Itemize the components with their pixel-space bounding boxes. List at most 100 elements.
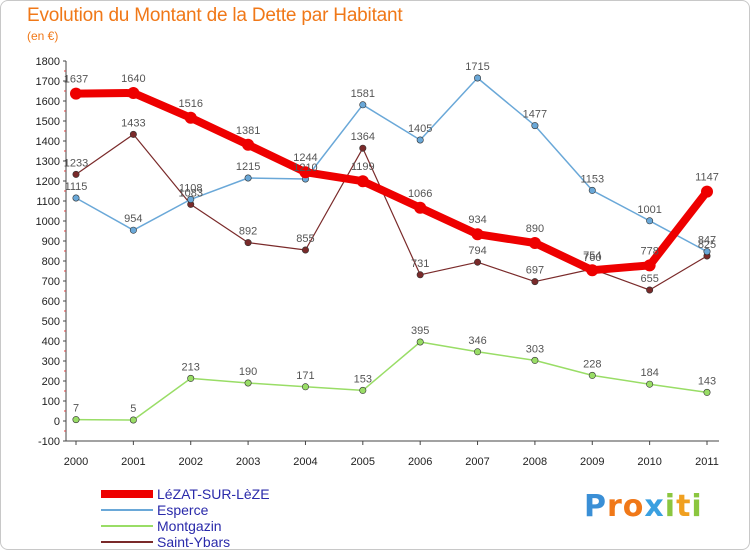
legend-item: Esperce xyxy=(101,502,270,518)
x-tick-label: 2007 xyxy=(465,456,489,468)
data-label: 847 xyxy=(698,235,716,247)
data-label: 153 xyxy=(354,373,372,385)
data-point xyxy=(242,138,255,151)
data-label: 855 xyxy=(296,233,314,245)
proxiti-logo: Proxiti xyxy=(584,489,703,524)
data-label: 143 xyxy=(698,375,716,387)
legend-label: Esperce xyxy=(157,502,209,518)
chart-subtitle: (en €) xyxy=(27,29,59,43)
data-label: 890 xyxy=(526,223,544,235)
data-label: 934 xyxy=(468,214,486,226)
data-label: 1147 xyxy=(695,172,719,184)
data-label: 1066 xyxy=(408,188,432,200)
data-point xyxy=(359,101,367,109)
series-line-0 xyxy=(72,89,711,275)
x-tick-label: 2008 xyxy=(523,456,547,468)
logo-letter: i xyxy=(691,489,703,524)
x-tick-label: 2004 xyxy=(293,456,317,468)
data-label: 184 xyxy=(640,367,658,379)
data-point xyxy=(531,278,539,286)
data-label: 7 xyxy=(73,403,79,415)
data-point xyxy=(299,166,312,179)
y-tick-label: 1100 xyxy=(36,196,60,208)
data-point xyxy=(416,338,424,346)
data-point xyxy=(301,383,309,391)
logo-letter: t xyxy=(676,489,692,524)
data-label: 1083 xyxy=(178,187,202,199)
data-point xyxy=(244,239,252,247)
data-point xyxy=(474,74,482,82)
y-tick-label: -100 xyxy=(38,436,60,448)
data-point xyxy=(588,371,596,379)
data-label: 1405 xyxy=(408,123,432,135)
y-tick-label: 200 xyxy=(42,376,60,388)
data-label: 731 xyxy=(411,258,429,270)
x-tick-label: 2011 xyxy=(695,456,719,468)
data-label: 1233 xyxy=(64,157,88,169)
data-point xyxy=(129,416,137,424)
data-point xyxy=(72,416,80,424)
data-point xyxy=(703,248,711,256)
axes: -100 0 100 200 300 400 500 600 700 800 900 1000 1100… xyxy=(36,56,719,468)
x-tick-label: 2006 xyxy=(408,456,432,468)
series-line-2 xyxy=(75,341,708,421)
data-point xyxy=(127,87,140,99)
data-point xyxy=(531,356,539,364)
y-tick-label: 400 xyxy=(42,336,60,348)
y-tick-label: 1600 xyxy=(36,96,60,108)
legend: LéZAT-SUR-LèZE Esperce Montgazin Saint-Ybar… xyxy=(101,486,270,550)
logo-letter: r xyxy=(607,489,623,524)
series-lines xyxy=(72,77,711,421)
data-point xyxy=(359,386,367,394)
y-tick-label: 100 xyxy=(42,396,60,408)
data-label: 5 xyxy=(130,403,136,415)
logo-letter: o xyxy=(622,489,645,524)
data-label: 1153 xyxy=(580,173,604,185)
data-label: 1581 xyxy=(351,88,375,100)
data-label: 1640 xyxy=(121,73,145,85)
data-point xyxy=(356,175,369,188)
data-label: 346 xyxy=(468,335,486,347)
data-label: 1199 xyxy=(351,161,375,173)
legend-swatch xyxy=(101,509,153,511)
data-point xyxy=(528,237,541,249)
y-tick-label: 800 xyxy=(42,256,60,268)
legend-item: Saint-Ybars xyxy=(101,534,270,550)
x-tick-label: 2000 xyxy=(64,456,88,468)
legend-label: Saint-Ybars xyxy=(157,534,231,550)
x-tick-label: 2009 xyxy=(580,456,604,468)
data-point xyxy=(588,186,596,194)
data-point xyxy=(531,122,539,130)
data-label: 395 xyxy=(411,325,429,337)
series-labels: 7 5 213 190 171 153 395 346 303 228 184 143 1233 1433… xyxy=(64,61,719,415)
data-point xyxy=(129,226,137,234)
y-tick-label: 600 xyxy=(42,296,60,308)
x-tick-label: 2001 xyxy=(121,456,145,468)
data-label: 1215 xyxy=(236,161,260,173)
data-point xyxy=(416,271,424,279)
data-label: 1715 xyxy=(465,61,489,73)
data-label: 1516 xyxy=(178,98,202,110)
data-point xyxy=(70,87,82,100)
logo-letter: i xyxy=(664,489,677,524)
data-label: 1477 xyxy=(523,109,547,121)
data-point xyxy=(184,111,197,124)
y-tick-label: 300 xyxy=(42,356,60,368)
data-label: 655 xyxy=(640,273,658,285)
data-label: 954 xyxy=(124,213,142,225)
data-label: 825 xyxy=(698,239,716,251)
y-tick-label: 1800 xyxy=(36,56,60,68)
data-label: 697 xyxy=(526,265,544,277)
legend-swatch xyxy=(101,541,153,543)
data-label: 1001 xyxy=(637,204,661,216)
data-point xyxy=(703,388,711,396)
data-point xyxy=(643,259,656,272)
data-point xyxy=(416,136,424,144)
data-label: 778 xyxy=(640,245,658,257)
data-point xyxy=(471,228,484,241)
data-point xyxy=(474,348,482,356)
y-tick-label: 1000 xyxy=(36,216,60,228)
data-label: 1210 xyxy=(293,162,317,174)
